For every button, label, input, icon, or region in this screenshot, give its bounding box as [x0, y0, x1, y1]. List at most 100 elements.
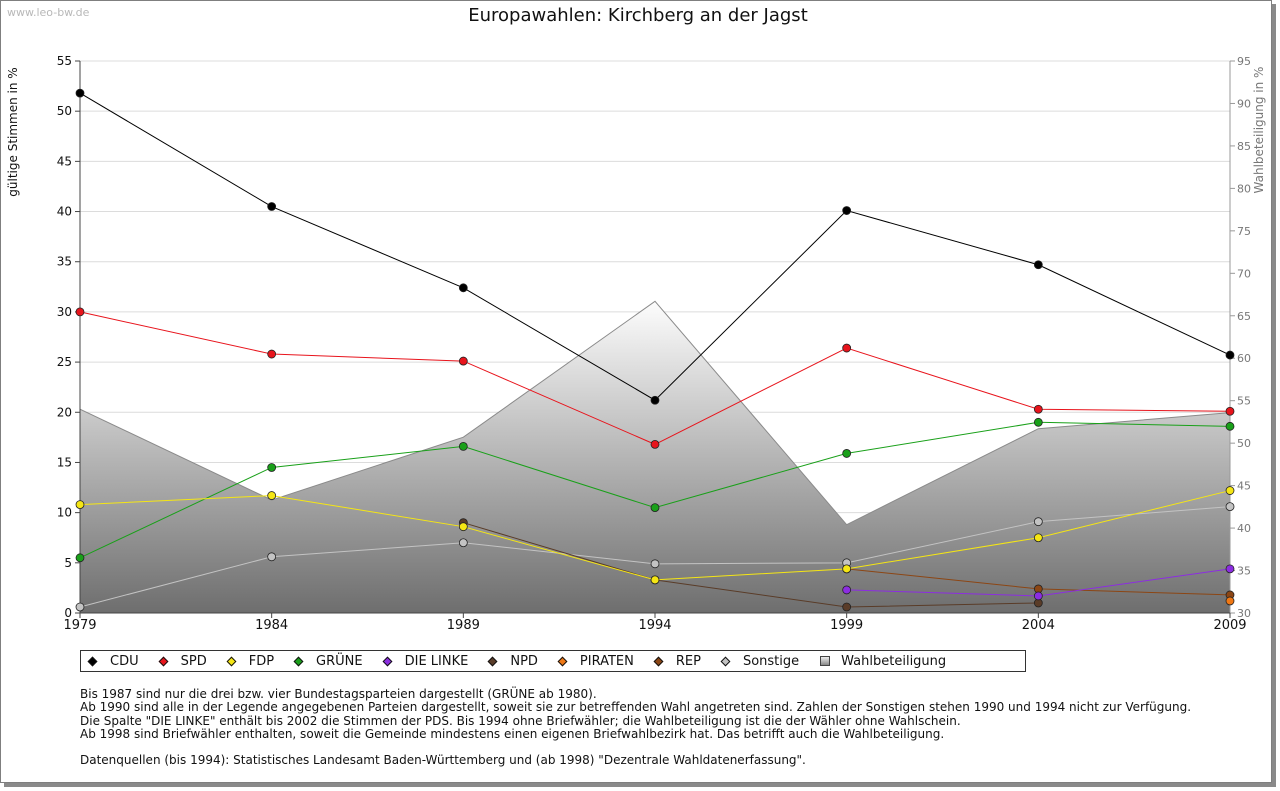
- y2-axis-label: Wahlbeteiligung in %: [1252, 67, 1266, 194]
- y2-tick-label: 30: [1237, 607, 1251, 620]
- data-point-spd: [75, 307, 85, 317]
- data-point-sonstige: [1033, 517, 1043, 527]
- legend-item-fdp: FDP: [226, 654, 274, 669]
- y-tick-label: 35: [57, 255, 72, 269]
- legend-marker-rep: [653, 656, 664, 666]
- y-tick-label: 30: [57, 305, 72, 319]
- y2-tick-label: 60: [1237, 352, 1251, 365]
- data-point-fdp: [458, 522, 468, 532]
- y-tick-label: 40: [57, 205, 72, 219]
- legend-item-rep: REP: [653, 653, 701, 669]
- data-point-spd: [458, 356, 468, 366]
- legend-item-die-linke: DIE LINKE: [382, 653, 469, 669]
- x-tick-label: 1994: [638, 618, 671, 633]
- data-point-gr-ne: [458, 441, 468, 451]
- legend-marker-die-linke: [382, 656, 393, 666]
- note-line: Ab 1990 sind alle in der Legende angegeb…: [80, 700, 1192, 715]
- legend-marker-fdp: [226, 656, 237, 666]
- data-point-die-linke: [1225, 564, 1235, 574]
- data-point-spd: [1225, 406, 1235, 416]
- legend-label-rep: REP: [675, 653, 701, 669]
- chart-title: Europawahlen: Kirchberg an der Jagst: [468, 5, 808, 26]
- y-tick-label: 50: [57, 104, 72, 118]
- notes: Bis 1987 sind nur die drei bzw. vier Bun…: [80, 687, 1192, 768]
- legend-item-wahlbeteiligung: Wahlbeteiligung: [820, 654, 946, 669]
- data-point-fdp: [650, 575, 660, 585]
- data-point-gr-ne: [1033, 417, 1043, 427]
- data-point-die-linke: [1033, 591, 1043, 601]
- data-point-piraten: [1225, 596, 1235, 606]
- y2-tick-label: 40: [1237, 522, 1251, 535]
- data-point-npd: [842, 602, 852, 612]
- x-tick-label: 1999: [830, 618, 863, 633]
- data-point-spd: [842, 343, 852, 353]
- y2-tick-label: 65: [1237, 310, 1251, 323]
- y-tick-label: 25: [57, 355, 72, 369]
- legend-label-sonstige: Sonstige: [742, 653, 800, 669]
- legend: CDU SPD FDP GRÜNE DIE LINKE NPD PIRATEN REP Sons…: [80, 650, 1026, 672]
- legend-item-npd: NPD: [487, 653, 538, 669]
- series-line-npd: [463, 522, 1039, 608]
- legend-label-spd: SPD: [180, 653, 207, 669]
- y2-tick-label: 85: [1237, 140, 1251, 153]
- y2-tick-label: 95: [1237, 55, 1251, 68]
- legend-label-wahlbeteiligung: Wahlbeteiligung: [841, 653, 947, 669]
- y2-tick-label: 70: [1237, 267, 1251, 280]
- y2-tick-label: 90: [1237, 97, 1251, 110]
- x-tick-label: 1979: [63, 618, 96, 633]
- y2-tick-label: 80: [1237, 182, 1251, 195]
- note-line: Ab 1998 sind Briefwähler enthalten, sowe…: [80, 726, 945, 741]
- y-tick-label: 15: [57, 455, 72, 469]
- data-point-cdu: [650, 395, 660, 405]
- legend-marker-sonstige: [720, 656, 731, 666]
- data-point-gr-ne: [75, 553, 85, 563]
- legend-marker-piraten: [557, 656, 568, 666]
- data-point-fdp: [75, 500, 85, 510]
- note-line: Bis 1987 sind nur die drei bzw. vier Bun…: [80, 687, 597, 701]
- data-point-fdp: [267, 491, 277, 500]
- data-point-die-linke: [842, 585, 852, 595]
- y2-tick-label: 35: [1237, 565, 1251, 578]
- data-point-cdu: [458, 283, 468, 293]
- legend-item-spd: SPD: [158, 653, 207, 669]
- x-tick-label: 1989: [447, 618, 480, 633]
- y-tick-label: 55: [57, 54, 72, 68]
- legend-label-gr-ne: GRÜNE: [316, 653, 363, 669]
- y-tick-label: 45: [57, 154, 72, 168]
- data-point-fdp: [1225, 486, 1235, 495]
- legend-label-piraten: PIRATEN: [579, 653, 634, 669]
- legend-marker-spd: [158, 656, 169, 666]
- data-point-cdu: [1033, 260, 1043, 270]
- data-point-spd: [1033, 404, 1043, 414]
- y2-tick-label: 55: [1237, 395, 1251, 408]
- x-tick-label: 2004: [1022, 618, 1055, 633]
- watermark: www.leo-bw.de: [7, 6, 90, 19]
- legend-label-die-linke: DIE LINKE: [404, 653, 469, 669]
- data-point-cdu: [842, 206, 852, 215]
- y-tick-label: 5: [64, 556, 72, 570]
- turnout-outline: [79, 300, 1231, 526]
- y-tick-label: 0: [64, 606, 72, 620]
- legend-marker-wahlbeteiligung: [820, 656, 831, 666]
- source-note: Datenquellen (bis 1994): Statistisches L…: [80, 753, 806, 768]
- data-point-fdp: [1033, 533, 1043, 543]
- y-axis-label: gültige Stimmen in %: [6, 67, 20, 196]
- data-point-gr-ne: [267, 463, 277, 472]
- data-point-sonstige: [458, 538, 468, 548]
- data-point-sonstige: [1225, 502, 1235, 512]
- legend-marker-npd: [487, 656, 498, 666]
- note-line: Die Spalte "DIE LINKE" enthält bis 2002 …: [80, 713, 961, 728]
- data-point-cdu: [1225, 350, 1235, 360]
- y-tick-label: 20: [57, 405, 72, 419]
- data-point-gr-ne: [842, 449, 852, 458]
- legend-label-npd: NPD: [510, 653, 538, 669]
- legend-marker-gr-ne: [293, 656, 304, 666]
- data-point-fdp: [842, 564, 852, 574]
- data-point-cdu: [75, 88, 85, 98]
- x-tick-label: 2009: [1213, 618, 1246, 633]
- y2-tick-label: 45: [1237, 480, 1251, 493]
- legend-item-piraten: PIRATEN: [557, 653, 634, 669]
- legend-item-cdu: CDU: [87, 654, 139, 669]
- y2-tick-label: 50: [1237, 437, 1251, 450]
